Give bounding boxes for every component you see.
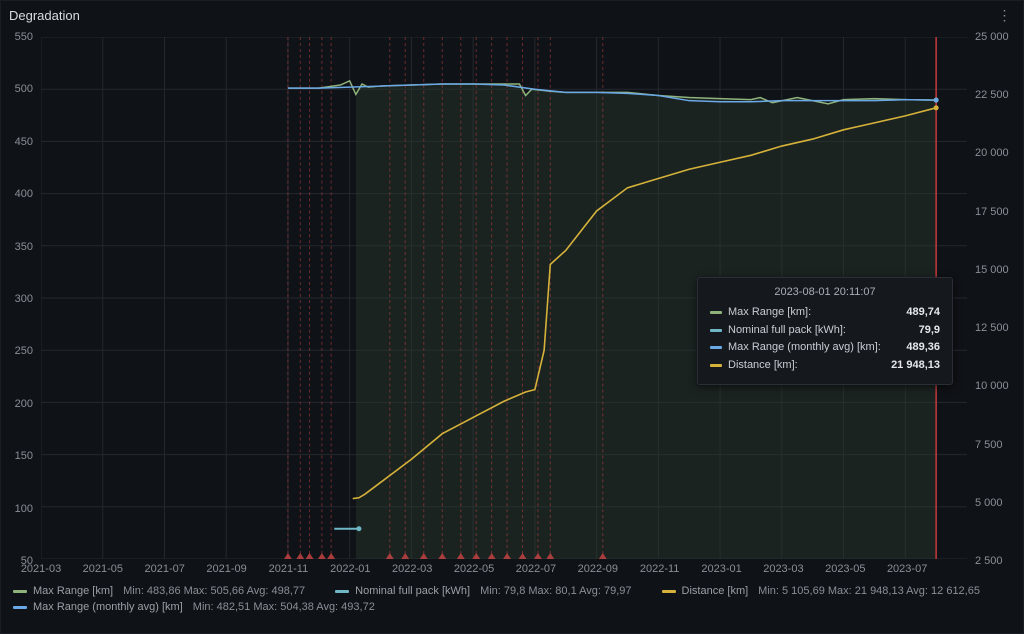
y-right-tick: 17 500 bbox=[975, 206, 1009, 218]
y-left-tick: 350 bbox=[15, 241, 33, 253]
panel-title: Degradation bbox=[9, 8, 80, 23]
legend[interactable]: Max Range [km] Min: 483,86 Max: 505,66 Av… bbox=[13, 585, 1011, 627]
tooltip-label: Max Range [km]: bbox=[728, 304, 811, 322]
legend-swatch-icon bbox=[662, 590, 676, 593]
x-tick: 2023-07 bbox=[887, 563, 927, 575]
y-axis-right: 2 5005 0007 50010 00012 50015 00017 5002… bbox=[971, 37, 1023, 559]
hover-tooltip: 2023-08-01 20:11:07 Max Range [km]: 489,7… bbox=[697, 277, 953, 385]
y-axis-left: 50100150200250300350400450500550 bbox=[1, 37, 37, 559]
x-tick: 2022-07 bbox=[516, 563, 556, 575]
panel-header: Degradation ⋮ bbox=[1, 1, 1023, 29]
tooltip-swatch-icon bbox=[710, 311, 722, 314]
x-tick: 2022-03 bbox=[392, 563, 432, 575]
y-right-tick: 12 500 bbox=[975, 322, 1009, 334]
legend-item[interactable]: Max Range (monthly avg) [km] Min: 482,51 … bbox=[13, 601, 375, 613]
y-right-tick: 10 000 bbox=[975, 380, 1009, 392]
legend-item[interactable]: Max Range [km] Min: 483,86 Max: 505,66 Av… bbox=[13, 585, 305, 597]
y-right-tick: 7 500 bbox=[975, 439, 1003, 451]
tooltip-row: Max Range (monthly avg) [km]: 489,36 bbox=[710, 339, 940, 357]
tooltip-swatch-icon bbox=[710, 346, 722, 349]
x-tick: 2021-07 bbox=[145, 563, 185, 575]
y-left-tick: 500 bbox=[15, 83, 33, 95]
y-left-tick: 300 bbox=[15, 293, 33, 305]
tooltip-value: 489,74 bbox=[906, 304, 940, 322]
legend-swatch-icon bbox=[13, 606, 27, 609]
legend-stats: Min: 79,8 Max: 80,1 Avg: 79,97 bbox=[480, 585, 631, 597]
y-left-tick: 450 bbox=[15, 136, 33, 148]
y-right-tick: 2 500 bbox=[975, 555, 1003, 567]
y-left-tick: 550 bbox=[15, 31, 33, 43]
x-tick: 2021-03 bbox=[21, 563, 61, 575]
tooltip-value: 489,36 bbox=[906, 339, 940, 357]
legend-swatch-icon bbox=[13, 590, 27, 593]
y-right-tick: 22 500 bbox=[975, 89, 1009, 101]
tooltip-swatch-icon bbox=[710, 364, 722, 367]
tooltip-swatch-icon bbox=[710, 329, 722, 332]
legend-item[interactable]: Nominal full pack [kWh] Min: 79,8 Max: 80… bbox=[335, 585, 631, 597]
y-right-tick: 20 000 bbox=[975, 147, 1009, 159]
tooltip-value: 21 948,13 bbox=[891, 357, 940, 375]
tooltip-row: Max Range [km]: 489,74 bbox=[710, 304, 940, 322]
y-left-tick: 100 bbox=[15, 503, 33, 515]
y-left-tick: 150 bbox=[15, 450, 33, 462]
legend-stats: Min: 5 105,69 Max: 21 948,13 Avg: 12 612… bbox=[758, 585, 980, 597]
x-tick: 2022-01 bbox=[330, 563, 370, 575]
x-tick: 2023-03 bbox=[763, 563, 803, 575]
x-tick: 2023-01 bbox=[701, 563, 741, 575]
legend-label: Max Range [km] bbox=[33, 585, 113, 597]
tooltip-row: Distance [km]: 21 948,13 bbox=[710, 357, 940, 375]
tooltip-label: Max Range (monthly avg) [km]: bbox=[728, 339, 881, 357]
kebab-menu-icon[interactable]: ⋮ bbox=[995, 5, 1015, 25]
x-tick: 2023-05 bbox=[825, 563, 865, 575]
y-right-tick: 5 000 bbox=[975, 497, 1003, 509]
x-tick: 2022-11 bbox=[640, 563, 680, 575]
x-axis: 2021-032021-052021-072021-092021-112022-… bbox=[41, 561, 967, 579]
y-right-tick: 25 000 bbox=[975, 31, 1009, 43]
legend-label: Nominal full pack [kWh] bbox=[355, 585, 470, 597]
y-left-tick: 400 bbox=[15, 188, 33, 200]
x-tick: 2021-09 bbox=[206, 563, 246, 575]
legend-label: Distance [km] bbox=[682, 585, 749, 597]
y-left-tick: 250 bbox=[15, 345, 33, 357]
tooltip-time: 2023-08-01 20:11:07 bbox=[710, 286, 940, 298]
tooltip-value: 79,9 bbox=[919, 322, 940, 340]
degradation-panel: Degradation ⋮ 50100150200250300350400450… bbox=[0, 0, 1024, 634]
x-tick: 2021-05 bbox=[83, 563, 123, 575]
tooltip-label: Nominal full pack [kWh]: bbox=[728, 322, 846, 340]
y-left-tick: 200 bbox=[15, 398, 33, 410]
tooltip-label: Distance [km]: bbox=[728, 357, 798, 375]
x-tick: 2022-05 bbox=[454, 563, 494, 575]
legend-label: Max Range (monthly avg) [km] bbox=[33, 601, 183, 613]
legend-stats: Min: 483,86 Max: 505,66 Avg: 498,77 bbox=[123, 585, 305, 597]
legend-item[interactable]: Distance [km] Min: 5 105,69 Max: 21 948,1… bbox=[662, 585, 980, 597]
legend-stats: Min: 482,51 Max: 504,38 Avg: 493,72 bbox=[193, 601, 375, 613]
tooltip-row: Nominal full pack [kWh]: 79,9 bbox=[710, 322, 940, 340]
x-tick: 2021-11 bbox=[269, 563, 309, 575]
x-tick: 2022-09 bbox=[578, 563, 618, 575]
y-right-tick: 15 000 bbox=[975, 264, 1009, 276]
legend-swatch-icon bbox=[335, 590, 349, 593]
